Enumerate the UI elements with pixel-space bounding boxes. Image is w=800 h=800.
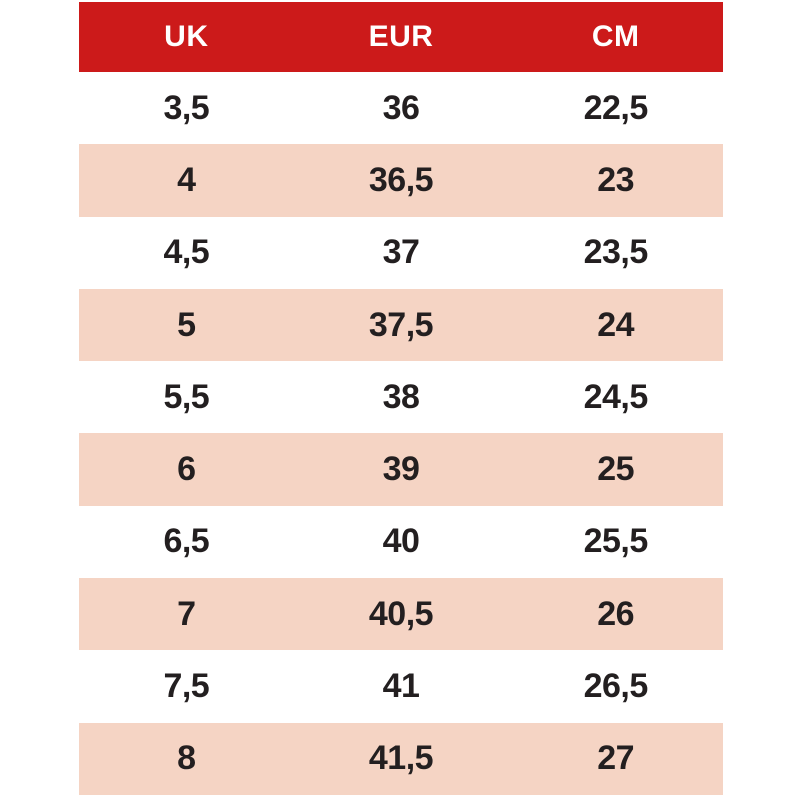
table-cell: 5,5 [163,377,210,416]
table-cell: 37,5 [368,305,434,344]
table-cell: 4 [177,160,196,199]
table-row: 6,5 40 25,5 [79,505,723,579]
size-conversion-table: UK EUR CM 3,5 36 22,5 4 36,5 23 4,5 37 23,5 5 37,5… [79,2,723,795]
table-body: 3,5 36 22,5 4 36,5 23 4,5 37 23,5 5 37,5 24 5,5 38 24,… [79,72,723,795]
table-cell: 6 [177,450,196,489]
table-cell: 36 [382,88,420,127]
table-cell: 36,5 [368,160,434,199]
table-row: 4,5 37 23,5 [79,216,723,289]
table-cell: 37 [382,233,420,272]
table-row: 5 37,5 24 [79,288,723,362]
table-cell: 4,5 [163,233,210,272]
table-cell: 7 [177,594,196,633]
table-cell: 25,5 [583,522,649,561]
table-cell: 6,5 [163,522,210,561]
table-cell: 8 [177,739,196,778]
table-row: 8 41,5 27 [79,722,723,795]
table-cell: 26 [597,594,635,633]
table-cell: 23 [597,160,635,199]
table-row: 3,5 36 22,5 [79,72,723,145]
table-row: 4 36,5 23 [79,144,723,217]
table-cell: 24 [597,305,635,344]
table-row: 6 39 25 [79,433,723,506]
table-cell: 3,5 [163,88,210,127]
table-cell: 23,5 [583,233,649,272]
table-cell: 39 [382,450,420,489]
table-cell: 5 [177,305,196,344]
table-header-row: UK EUR CM [79,2,723,72]
table-cell: 27 [597,739,635,778]
column-header-uk: UK [164,20,209,53]
table-cell: 7,5 [163,667,210,706]
table-row: 5,5 38 24,5 [79,361,723,434]
column-header-cm: CM [591,20,640,53]
column-header-eur: EUR [368,20,434,53]
table-cell: 40 [382,522,420,561]
table-cell: 40,5 [368,594,434,633]
table-row: 7,5 41 26,5 [79,650,723,723]
table-cell: 25 [597,450,635,489]
table-cell: 22,5 [583,88,649,127]
table-row: 7 40,5 26 [79,578,723,651]
table-cell: 41 [382,667,420,706]
table-cell: 41,5 [368,739,434,778]
table-cell: 38 [382,377,420,416]
table-cell: 26,5 [583,667,649,706]
table-cell: 24,5 [583,377,649,416]
